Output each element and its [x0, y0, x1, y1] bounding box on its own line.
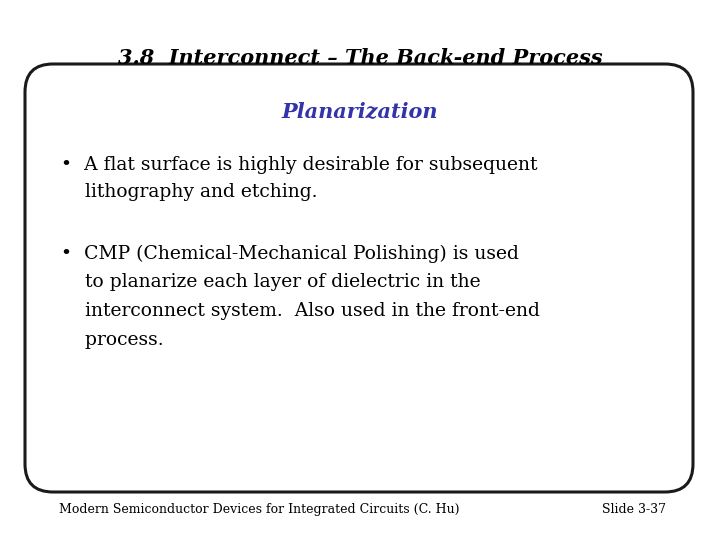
Text: to planarize each layer of dielectric in the: to planarize each layer of dielectric in…	[61, 273, 481, 292]
Text: process.: process.	[61, 330, 164, 349]
Text: interconnect system.  Also used in the front-end: interconnect system. Also used in the fr…	[61, 302, 540, 320]
Text: Slide 3-37: Slide 3-37	[602, 503, 665, 516]
FancyBboxPatch shape	[25, 64, 693, 492]
Text: Planarization: Planarization	[282, 100, 438, 121]
Text: lithography and etching.: lithography and etching.	[61, 183, 318, 201]
Text: •  CMP (Chemical-Mechanical Polishing) is used: • CMP (Chemical-Mechanical Polishing) is…	[61, 245, 519, 263]
Text: •  A flat surface is highly desirable for subsequent: • A flat surface is highly desirable for…	[61, 156, 538, 174]
Text: 3.8  Interconnect – The Back-end Process: 3.8 Interconnect – The Back-end Process	[117, 48, 603, 68]
Text: Modern Semiconductor Devices for Integrated Circuits (C. Hu): Modern Semiconductor Devices for Integra…	[59, 503, 459, 516]
